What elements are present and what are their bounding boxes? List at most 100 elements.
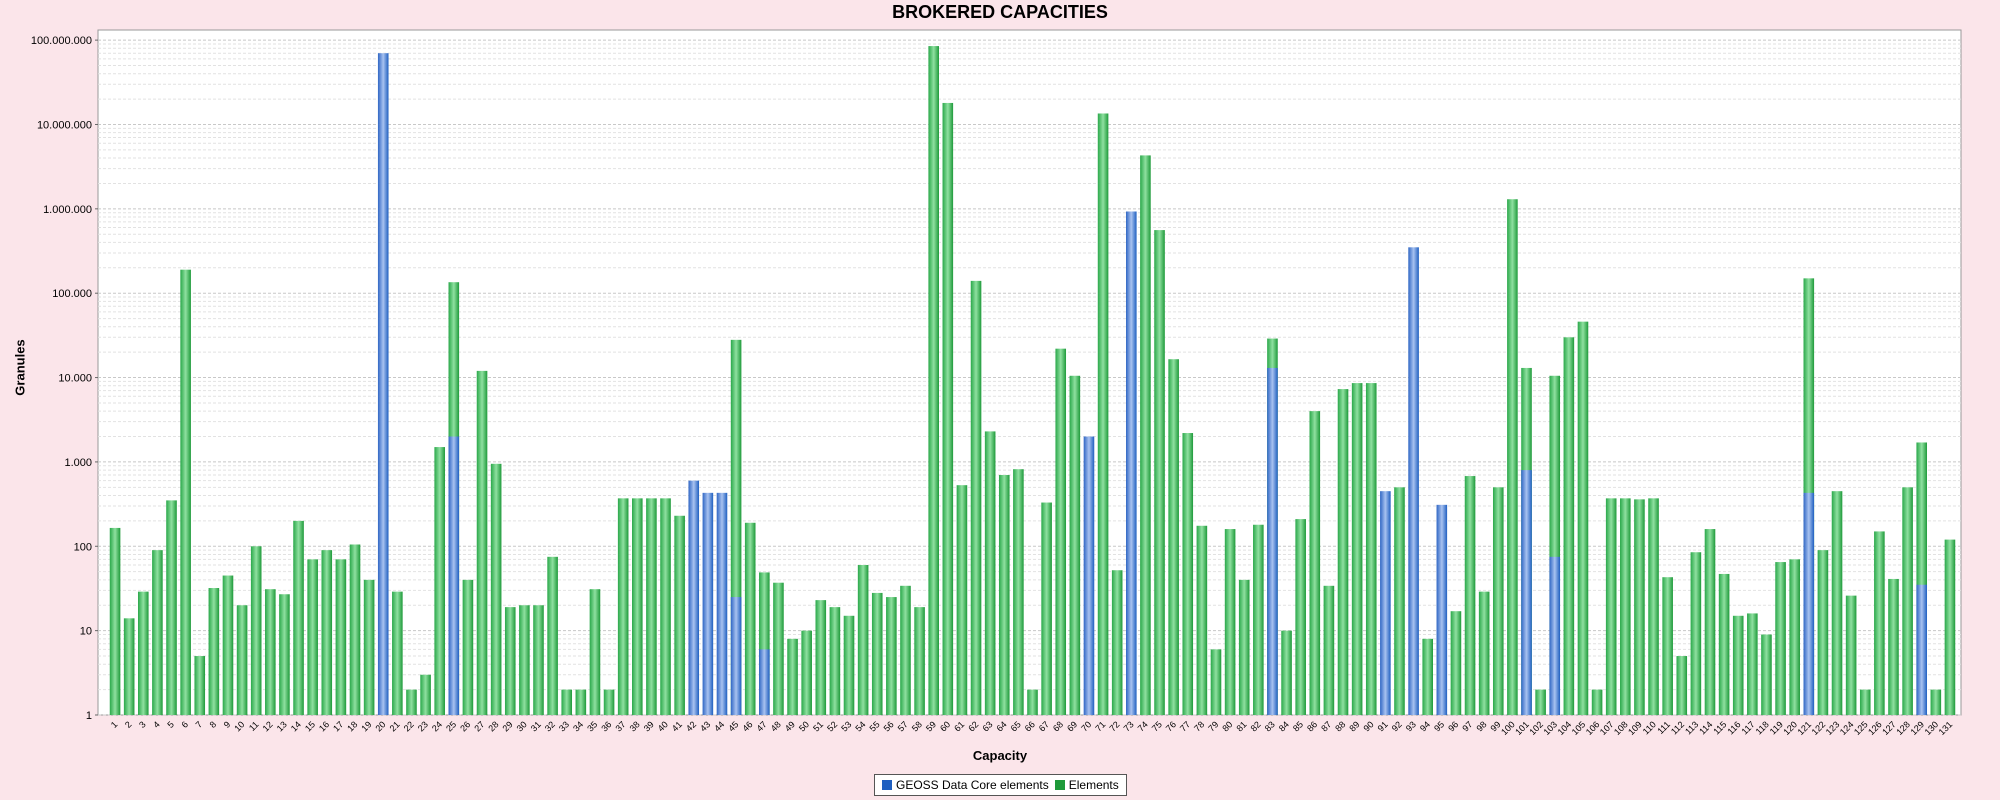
chart-title: BROKERED CAPACITIES (892, 2, 1108, 22)
x-tick-label: 92 (1390, 719, 1404, 733)
bar-elements (1577, 321, 1589, 715)
bar-geoss-core (1549, 556, 1561, 715)
x-tick-label: 36 (599, 719, 613, 733)
legend-item-elements: Elements (1054, 778, 1119, 792)
y-tick-label: 1 (86, 710, 92, 722)
bar-elements (1069, 375, 1081, 715)
legend-swatch-green (1054, 780, 1065, 790)
bar-elements (1295, 519, 1306, 715)
bar-elements (759, 572, 770, 715)
x-tick-label: 46 (740, 719, 754, 733)
bar-elements (434, 447, 445, 715)
x-tick-label: 44 (712, 719, 726, 733)
x-tick-label: 33 (557, 719, 571, 733)
legend-swatch-blue (882, 780, 892, 790)
bar-elements (335, 559, 347, 715)
y-tick-label: 10 (80, 626, 92, 638)
bar-elements (1450, 611, 1462, 715)
bar-elements (787, 638, 798, 715)
bar-elements (392, 591, 403, 715)
legend-label-geoss: GEOSS Data Core elements (896, 778, 1049, 792)
bar-elements (1309, 411, 1321, 715)
bar-elements (646, 498, 657, 715)
y-tick-label: 1.000 (64, 457, 92, 469)
bar-elements (208, 588, 220, 715)
x-axis-label: Capacity (972, 748, 1028, 763)
x-tick-label: 15 (303, 719, 317, 733)
bar-elements (547, 556, 558, 715)
x-tick-label: 56 (882, 719, 896, 733)
bar-elements (829, 607, 841, 715)
x-tick-label: 91 (1376, 719, 1390, 733)
bar-elements (1478, 591, 1490, 715)
x-tick-label: 10 (232, 719, 246, 733)
x-tick-label: 19 (359, 719, 373, 733)
bar-elements (1761, 634, 1772, 715)
bar-elements (942, 102, 954, 716)
bar-elements (1140, 155, 1151, 716)
bar-elements (561, 689, 573, 715)
legend-label-elements: Elements (1068, 778, 1119, 792)
bar-elements (1224, 529, 1236, 715)
x-tick-label: 57 (896, 719, 910, 733)
x-tick-label: 17 (331, 719, 345, 733)
x-tick-label: 65 (1009, 719, 1023, 733)
bars-layer (109, 46, 1956, 716)
x-tick-label: 7 (194, 719, 205, 730)
bar-elements (123, 618, 135, 715)
bar-elements (462, 579, 474, 715)
x-tick-label: 35 (585, 719, 599, 733)
bar-geoss-core (1408, 247, 1419, 715)
bar-elements (250, 546, 262, 715)
x-tick-label: 74 (1136, 719, 1150, 733)
bar-elements (815, 600, 827, 715)
bar-elements (420, 674, 431, 715)
x-tick-label: 98 (1474, 719, 1488, 733)
x-tick-label: 72 (1107, 719, 1121, 733)
bar-elements (1238, 579, 1250, 715)
bar-elements (1704, 529, 1716, 715)
x-tick-label: 62 (966, 719, 980, 733)
bar-elements (998, 474, 1010, 715)
x-tick-label: 58 (910, 719, 924, 733)
bar-elements (1817, 550, 1829, 715)
bar-elements (166, 500, 177, 715)
bar-elements (871, 592, 883, 715)
y-tick-label: 100 (74, 541, 92, 553)
x-tick-label: 8 (208, 719, 219, 730)
x-tick-label: 39 (642, 719, 656, 733)
bar-elements (1634, 499, 1645, 715)
x-tick-label: 3 (137, 719, 148, 730)
bar-elements (1676, 656, 1688, 715)
bar-geoss-core (377, 53, 389, 716)
x-tick-label: 13 (275, 719, 289, 733)
x-tick-label: 69 (1065, 719, 1079, 733)
bar-elements (1859, 689, 1871, 715)
x-tick-label: 40 (656, 719, 670, 733)
x-tick-label: 51 (811, 719, 825, 733)
x-tick-label: 59 (924, 719, 938, 733)
bar-geoss-core (1126, 211, 1137, 715)
bar-elements (1718, 573, 1730, 715)
bar-elements (1591, 689, 1603, 715)
bar-elements (843, 615, 855, 715)
bar-geoss-core (1916, 584, 1928, 715)
bar-elements (109, 527, 121, 715)
bar-elements (533, 605, 544, 715)
x-tick-label: 6 (179, 719, 190, 730)
x-tick-label: 47 (755, 719, 769, 733)
x-tick-label: 25 (444, 719, 458, 733)
x-tick-label: 63 (980, 719, 994, 733)
bar-elements (914, 607, 925, 715)
bar-elements (744, 522, 756, 715)
bar-elements (1281, 630, 1292, 715)
y-tick-label: 1.000.000 (43, 204, 92, 216)
bar-elements (1055, 348, 1067, 715)
x-tick-label: 41 (670, 719, 684, 733)
x-tick-label: 21 (388, 719, 402, 733)
x-tick-label: 12 (261, 719, 275, 733)
x-tick-label: 9 (222, 719, 233, 730)
bar-elements (1902, 487, 1913, 715)
bar-elements (1789, 559, 1800, 715)
